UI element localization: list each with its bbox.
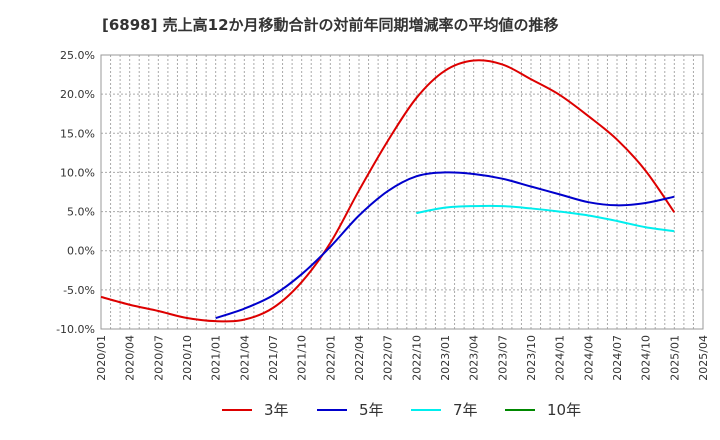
x-tick-label: 2022/07 bbox=[382, 335, 395, 381]
chart-title: [6898] 売上高12か月移動合計の対前年同期増減率の平均値の推移 bbox=[102, 16, 559, 34]
x-tick-label: 2022/04 bbox=[353, 335, 366, 381]
y-tick-label: -5.0% bbox=[63, 284, 95, 297]
plot-area-frame bbox=[100, 54, 704, 330]
series-line-5年 bbox=[215, 171, 675, 319]
legend-label: 10年 bbox=[547, 401, 581, 419]
legend-label: 3年 bbox=[264, 401, 289, 419]
x-tick-label: 2021/10 bbox=[296, 335, 309, 381]
y-tick-label: 0.0% bbox=[67, 245, 95, 258]
y-tick-label: 10.0% bbox=[60, 166, 95, 179]
x-tick-label: 2021/04 bbox=[238, 335, 251, 381]
legend-label: 7年 bbox=[453, 401, 478, 419]
x-tick-label: 2024/10 bbox=[640, 335, 653, 381]
x-tick-label: 2021/01 bbox=[210, 335, 223, 381]
x-tick-label: 2024/07 bbox=[611, 335, 624, 381]
series-line-3年 bbox=[100, 59, 676, 323]
x-tick-label: 2024/04 bbox=[582, 335, 595, 381]
x-tick-label: 2025/01 bbox=[668, 335, 681, 381]
x-tick-label: 2022/01 bbox=[324, 335, 337, 381]
y-axis: -10.0% -5.0% 0.0% 5.0% 10.0% 15.0% 20.0% 25.0% bbox=[56, 49, 95, 336]
y-tick-label: -10.0% bbox=[56, 323, 95, 336]
legend-label: 5年 bbox=[359, 401, 384, 419]
x-tick-label: 2024/01 bbox=[554, 335, 567, 381]
y-tick-label: 20.0% bbox=[60, 88, 95, 101]
x-axis: 2020/01 2020/04 2020/07 2020/10 2021/01 2021/… bbox=[95, 335, 710, 381]
series-line-7年 bbox=[416, 204, 675, 233]
x-tick-label: 2023/01 bbox=[439, 335, 452, 381]
x-tick-label: 2023/07 bbox=[496, 335, 509, 381]
y-tick-label: 15.0% bbox=[60, 127, 95, 140]
x-tick-label: 2020/10 bbox=[181, 335, 194, 381]
x-tick-label: 2023/04 bbox=[468, 335, 481, 381]
x-tick-label: 2020/04 bbox=[124, 335, 137, 381]
x-tick-label: 2020/01 bbox=[95, 335, 108, 381]
x-tick-label: 2022/10 bbox=[410, 335, 423, 381]
x-tick-label: 2023/10 bbox=[525, 335, 538, 381]
grid bbox=[100, 54, 704, 330]
y-tick-label: 25.0% bbox=[60, 49, 95, 62]
legend: 3年 5年 7年 10年 bbox=[222, 401, 581, 419]
x-tick-label: 2020/07 bbox=[152, 335, 165, 381]
y-tick-label: 5.0% bbox=[67, 206, 95, 219]
x-tick-label: 2025/04 bbox=[697, 335, 710, 381]
series-lines bbox=[100, 59, 676, 323]
x-tick-label: 2021/07 bbox=[267, 335, 280, 381]
